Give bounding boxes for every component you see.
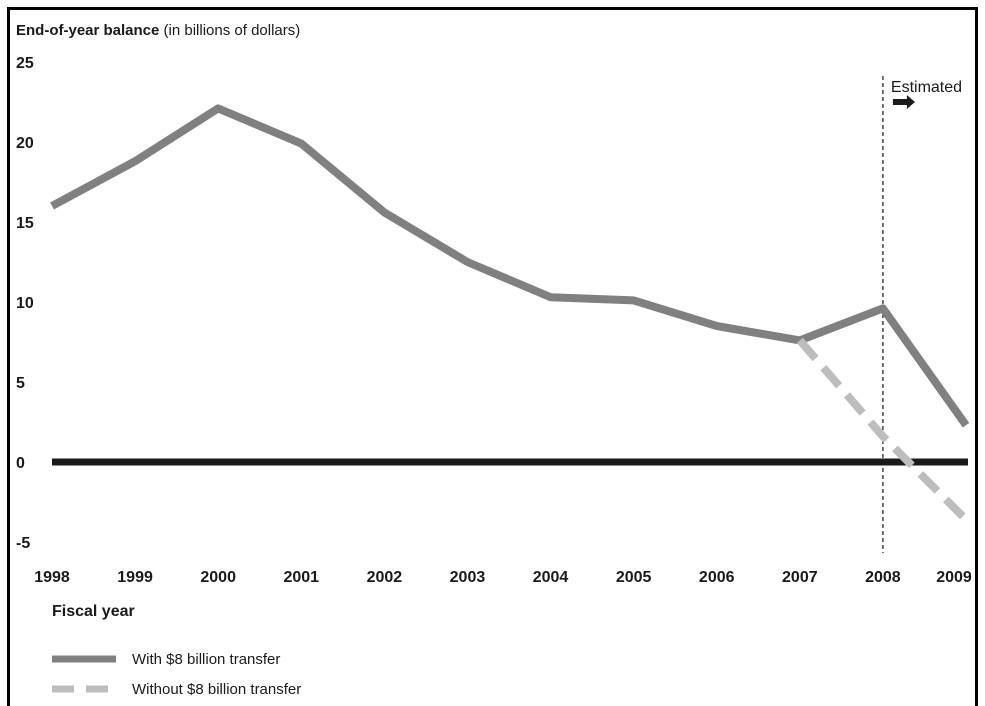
series-line-1 — [796, 337, 969, 523]
y-tick-label: 0 — [16, 455, 25, 472]
chart-title-main: End-of-year balance — [16, 22, 160, 39]
x-tick-label: 2003 — [450, 569, 486, 586]
series-line-0 — [50, 104, 970, 428]
legend-label-with-transfer: With $8 billion transfer — [132, 650, 281, 668]
y-tick-label: 15 — [16, 215, 34, 232]
estimated-label: Estimated — [891, 79, 962, 96]
right-arrow-icon — [892, 95, 915, 109]
legend-label-without-transfer: Without $8 billion transfer — [132, 680, 302, 698]
x-tick-label: 2009 — [936, 569, 972, 586]
y-tick-label: 5 — [16, 375, 25, 392]
y-tick-label: 25 — [16, 55, 34, 72]
x-tick-label: 2008 — [865, 569, 901, 586]
legend-item-with-transfer: With $8 billion transfer — [52, 644, 301, 674]
x-tick-label: 2006 — [699, 569, 735, 586]
x-axis-label: Fiscal year — [52, 603, 135, 620]
x-tick-label: 1999 — [117, 569, 153, 586]
legend-swatch-without-transfer — [52, 685, 116, 693]
line-chart: -5 0 5 10 15 20 25 1998 1999 2000 2001 2002 2003 2004… — [16, 55, 972, 620]
x-tick-label: 2002 — [367, 569, 403, 586]
x-tick-label: 2004 — [533, 569, 569, 586]
chart-frame — [7, 7, 978, 706]
chart-title: End-of-year balance (in billions of doll… — [16, 22, 300, 39]
x-tick-label: 2005 — [616, 569, 652, 586]
x-tick-label: 1998 — [34, 569, 70, 586]
y-tick-label: 20 — [16, 135, 34, 152]
legend: With $8 billion transfer Without $8 bill… — [52, 644, 301, 704]
legend-item-without-transfer: Without $8 billion transfer — [52, 674, 301, 704]
y-tick-label: 10 — [16, 295, 34, 312]
y-tick-label: -5 — [16, 535, 30, 552]
x-tick-label: 2007 — [782, 569, 818, 586]
x-tick-label: 2001 — [283, 569, 319, 586]
legend-swatch-with-transfer — [52, 655, 116, 663]
chart-title-unit: (in billions of dollars) — [159, 22, 301, 39]
x-tick-label: 2000 — [200, 569, 236, 586]
